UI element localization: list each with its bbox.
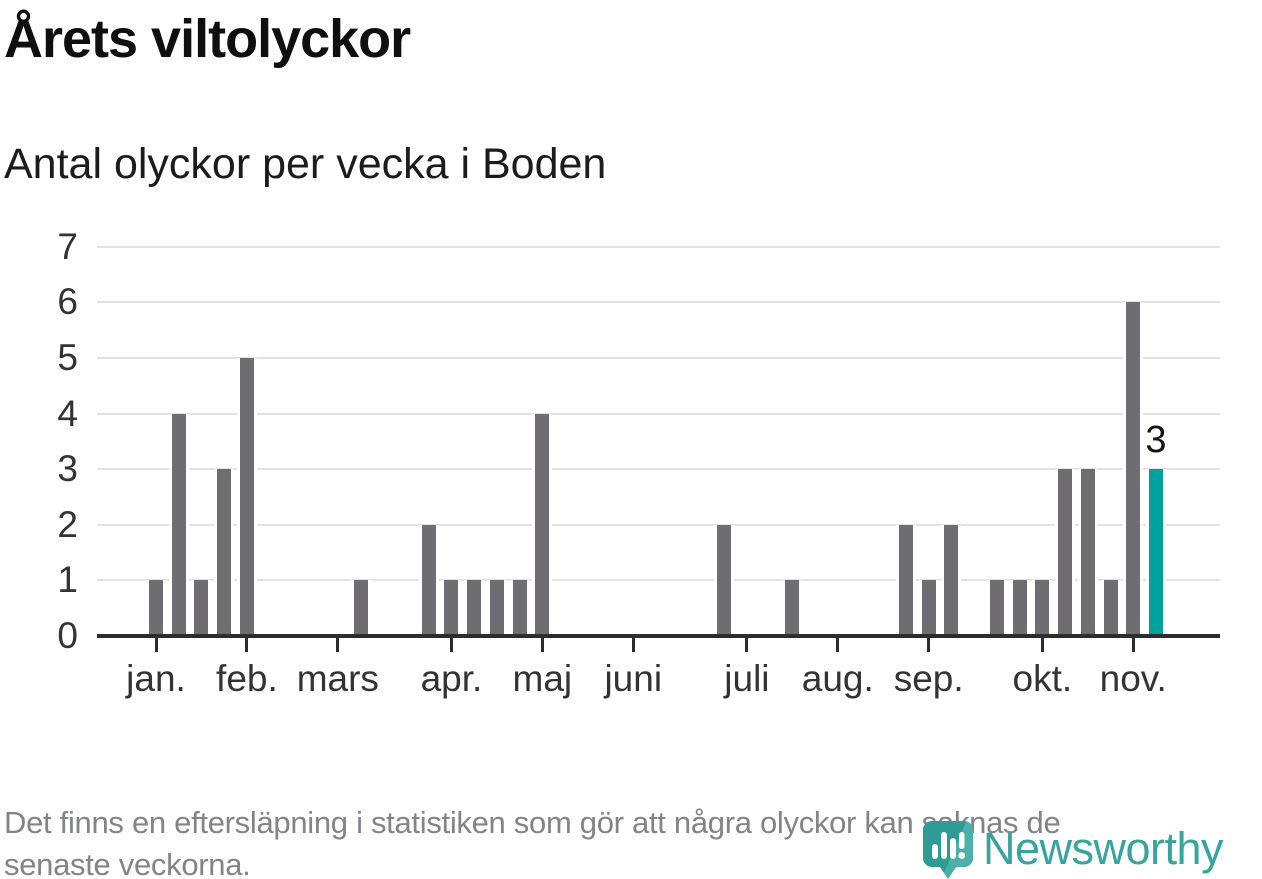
chart-subtitle: Antal olyckor per vecka i Boden bbox=[4, 140, 607, 188]
x-axis-month-label: nov. bbox=[1099, 658, 1167, 699]
grid-line bbox=[97, 468, 1220, 471]
x-axis-month-label: maj bbox=[512, 658, 573, 699]
newsworthy-logo-icon bbox=[923, 821, 973, 879]
y-axis-label: 2 bbox=[57, 503, 78, 545]
bar bbox=[464, 580, 485, 636]
bar bbox=[441, 580, 462, 636]
bar bbox=[1100, 580, 1121, 636]
x-axis-tick bbox=[154, 638, 158, 652]
y-axis-label: 5 bbox=[57, 337, 78, 378]
bar bbox=[714, 524, 735, 636]
x-axis-line bbox=[97, 634, 1220, 638]
x-axis-tick bbox=[336, 638, 340, 652]
bar bbox=[191, 580, 212, 636]
bar bbox=[532, 413, 553, 636]
grid-line bbox=[97, 357, 1220, 359]
y-axis-label: 0 bbox=[57, 615, 78, 656]
bar bbox=[1009, 580, 1030, 636]
bar-value-label: 3 bbox=[1145, 419, 1167, 462]
x-axis-month-label: aug. bbox=[801, 658, 874, 699]
y-axis-label: 3 bbox=[57, 448, 78, 490]
newsworthy-logo: Newsworthy bbox=[922, 820, 1252, 879]
bar bbox=[1077, 469, 1098, 636]
x-axis-month-label: mars bbox=[296, 658, 379, 699]
x-axis-month-label: okt. bbox=[1012, 658, 1073, 699]
bar bbox=[941, 524, 962, 636]
grid-line bbox=[97, 523, 1220, 526]
x-axis-tick bbox=[745, 638, 749, 652]
page-title: Årets viltolyckor bbox=[4, 9, 411, 69]
bar bbox=[918, 580, 939, 636]
bar bbox=[350, 580, 371, 636]
bar bbox=[1123, 302, 1144, 636]
bar bbox=[486, 580, 507, 636]
x-axis-month-label: juli bbox=[724, 658, 770, 699]
footer-line: senaste veckorna. bbox=[4, 846, 251, 879]
x-axis-month-label: apr. bbox=[420, 658, 483, 699]
highlight-bar bbox=[1145, 469, 1166, 636]
bar bbox=[1032, 580, 1053, 636]
grid-line bbox=[97, 301, 1220, 304]
newsworthy-wordmark: Newsworthy bbox=[983, 823, 1224, 874]
x-axis-month-label: feb. bbox=[216, 658, 278, 699]
x-axis-tick bbox=[1131, 638, 1135, 652]
x-axis-tick bbox=[1040, 638, 1044, 652]
bar bbox=[236, 358, 257, 636]
bar bbox=[509, 580, 530, 636]
bar bbox=[895, 524, 916, 636]
x-axis-tick bbox=[449, 638, 453, 652]
x-axis-tick bbox=[245, 638, 249, 652]
bar bbox=[1055, 469, 1076, 636]
x-axis-tick bbox=[631, 638, 635, 652]
x-axis-tick bbox=[540, 638, 544, 652]
grid-line bbox=[97, 412, 1220, 415]
bar bbox=[168, 413, 189, 636]
footer-line: Det finns en eftersläpning i statistiken… bbox=[4, 805, 1061, 840]
bar bbox=[986, 580, 1007, 636]
grid-line bbox=[97, 579, 1220, 582]
x-axis-month-label: jan. bbox=[126, 658, 186, 699]
y-axis-label: 4 bbox=[57, 392, 78, 434]
footer-note: Det finns en eftersläpning i statistiken… bbox=[4, 802, 1061, 879]
bar bbox=[782, 580, 803, 636]
x-axis-month-label: sep. bbox=[893, 658, 964, 699]
grid-line bbox=[97, 245, 1220, 248]
bar bbox=[146, 580, 166, 636]
x-axis-tick bbox=[927, 638, 931, 652]
y-axis-label: 7 bbox=[57, 225, 78, 267]
x-axis-tick bbox=[836, 638, 840, 652]
y-axis-label: 6 bbox=[57, 281, 78, 323]
bar bbox=[418, 524, 439, 636]
x-axis-month-label: juni bbox=[604, 658, 663, 699]
bar bbox=[214, 469, 235, 636]
y-axis-label: 1 bbox=[57, 559, 78, 601]
